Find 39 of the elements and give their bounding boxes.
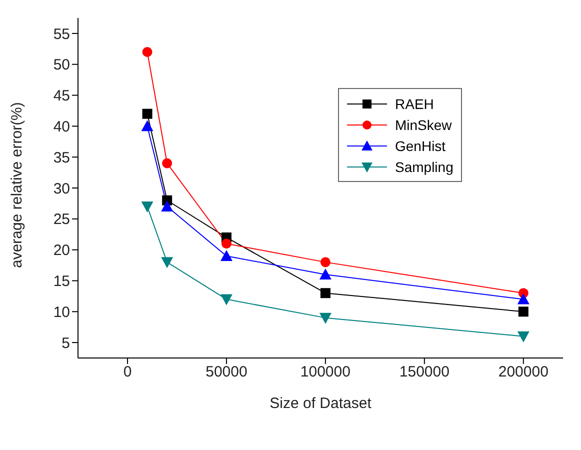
y-tick-label: 50 [53, 56, 70, 74]
y-tick-label: 35 [53, 149, 70, 166]
x-tick-label: 150000 [399, 364, 450, 381]
y-tick-label: 15 [53, 273, 70, 290]
point [221, 238, 232, 249]
point [161, 257, 174, 268]
x-axis-title: Size of Dataset [270, 395, 372, 412]
y-tick-label: 45 [53, 88, 70, 105]
y-tick-label: 5 [62, 334, 70, 352]
point [162, 158, 172, 168]
x-tick-label: 0 [123, 364, 132, 381]
x-tick-label: 200000 [498, 364, 548, 381]
point [142, 108, 152, 119]
y-axis-title: average relative error(%) [8, 102, 26, 268]
y-tick-label: 25 [53, 211, 70, 228]
y-tick-label: 10 [53, 304, 70, 321]
point [319, 312, 332, 324]
point [141, 120, 154, 132]
x-tick-label: 100000 [300, 364, 350, 381]
point [220, 250, 232, 261]
point [517, 331, 530, 342]
point [320, 288, 330, 298]
legend-label: RAEH [395, 96, 434, 112]
point [220, 294, 232, 306]
y-tick-label: 20 [53, 242, 70, 260]
x-tick-label: 50000 [206, 364, 248, 381]
point [161, 200, 174, 212]
point [141, 202, 154, 213]
legend-label: GenHist [395, 138, 446, 154]
point [320, 257, 330, 268]
y-tick-label: 55 [53, 26, 70, 43]
y-tick-label: 40 [53, 118, 70, 136]
y-tick-label: 30 [53, 180, 70, 198]
point [142, 47, 152, 57]
point [319, 268, 332, 280]
point [518, 306, 528, 317]
legend-label: Sampling [395, 158, 454, 174]
legend-label: MinSkew [395, 116, 452, 132]
point [517, 293, 530, 304]
